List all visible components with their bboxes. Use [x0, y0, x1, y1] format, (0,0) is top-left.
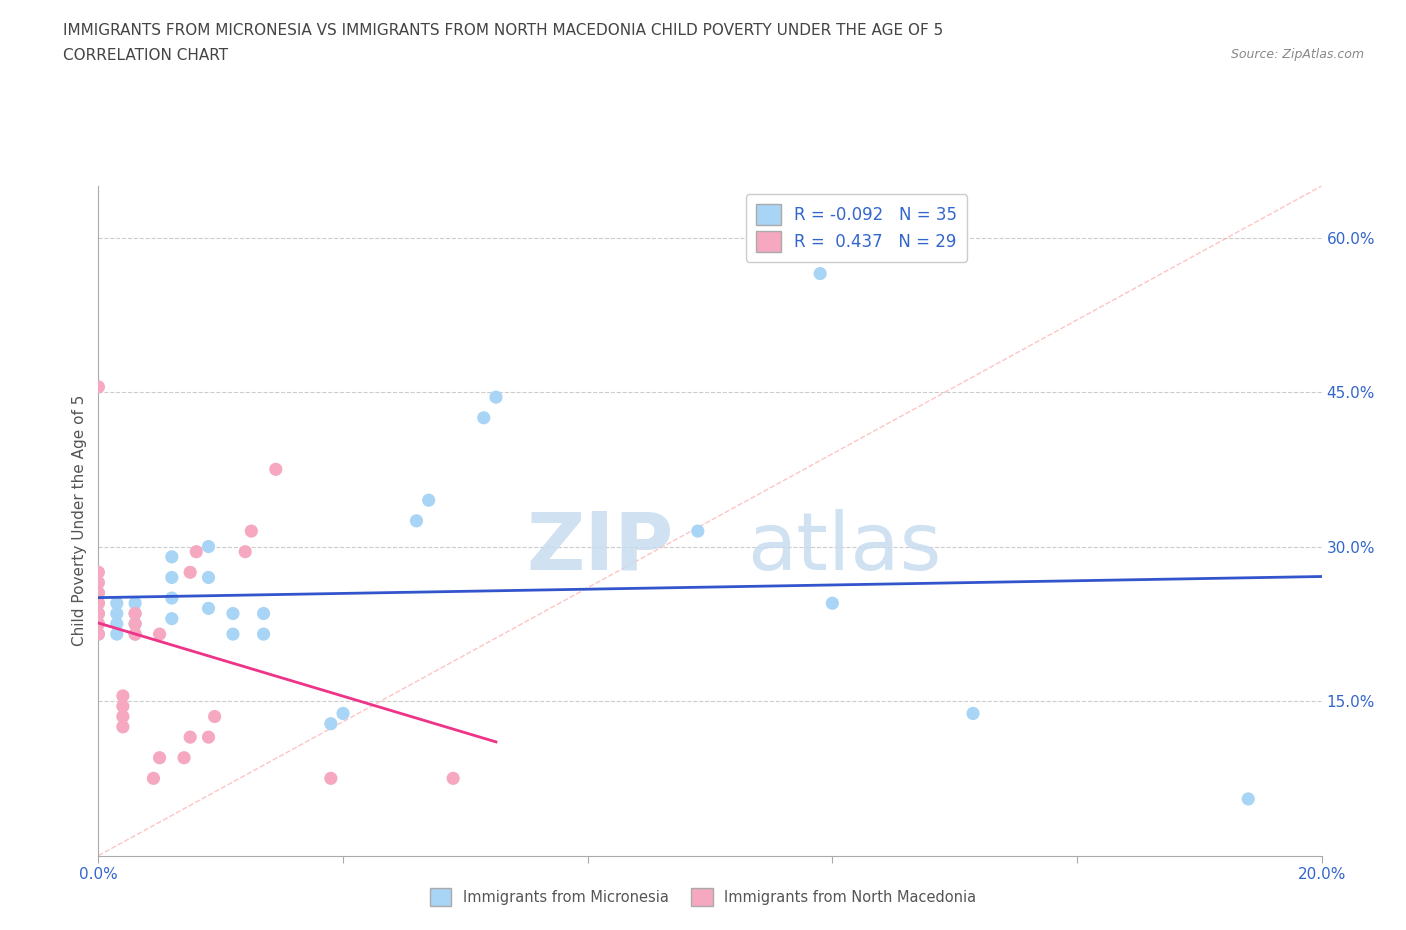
- Point: [111, 688, 134, 703]
- Point: [186, 544, 208, 559]
- Point: [87, 617, 110, 631]
- Text: ZIP: ZIP: [526, 509, 673, 587]
- Point: [124, 617, 146, 631]
- Legend: Immigrants from Micronesia, Immigrants from North Macedonia: Immigrants from Micronesia, Immigrants f…: [422, 881, 984, 913]
- Point: [111, 720, 134, 735]
- Y-axis label: Child Poverty Under the Age of 5: Child Poverty Under the Age of 5: [72, 395, 87, 646]
- Point: [222, 627, 245, 642]
- Point: [821, 596, 844, 611]
- Legend: R = -0.092   N = 35, R =  0.437   N = 29: R = -0.092 N = 35, R = 0.437 N = 29: [747, 194, 967, 261]
- Point: [111, 698, 134, 713]
- Point: [87, 627, 110, 642]
- Point: [962, 706, 984, 721]
- Point: [160, 570, 183, 585]
- Point: [160, 550, 183, 565]
- Point: [142, 771, 165, 786]
- Point: [105, 627, 128, 642]
- Point: [197, 570, 219, 585]
- Point: [332, 706, 354, 721]
- Point: [197, 730, 219, 745]
- Point: [808, 266, 831, 281]
- Point: [87, 606, 110, 621]
- Point: [124, 606, 146, 621]
- Text: atlas: atlas: [747, 509, 941, 587]
- Point: [87, 586, 110, 601]
- Point: [197, 539, 219, 554]
- Point: [87, 596, 110, 611]
- Point: [124, 627, 146, 642]
- Point: [197, 601, 219, 616]
- Point: [105, 617, 128, 631]
- Point: [124, 627, 146, 642]
- Point: [87, 617, 110, 631]
- Point: [485, 390, 508, 405]
- Point: [149, 751, 172, 765]
- Point: [418, 493, 440, 508]
- Point: [686, 524, 709, 538]
- Point: [149, 627, 172, 642]
- Point: [441, 771, 464, 786]
- Point: [87, 596, 110, 611]
- Point: [1237, 791, 1260, 806]
- Point: [319, 771, 342, 786]
- Point: [124, 596, 146, 611]
- Point: [222, 606, 245, 621]
- Point: [87, 575, 110, 590]
- Point: [179, 565, 201, 579]
- Point: [124, 606, 146, 621]
- Point: [124, 617, 146, 631]
- Point: [204, 709, 226, 724]
- Point: [87, 627, 110, 642]
- Point: [105, 606, 128, 621]
- Point: [111, 709, 134, 724]
- Point: [173, 751, 195, 765]
- Point: [405, 513, 427, 528]
- Point: [105, 596, 128, 611]
- Point: [264, 462, 287, 477]
- Point: [179, 730, 201, 745]
- Point: [233, 544, 256, 559]
- Point: [240, 524, 263, 538]
- Point: [87, 606, 110, 621]
- Text: IMMIGRANTS FROM MICRONESIA VS IMMIGRANTS FROM NORTH MACEDONIA CHILD POVERTY UNDE: IMMIGRANTS FROM MICRONESIA VS IMMIGRANTS…: [63, 23, 943, 38]
- Point: [87, 379, 110, 394]
- Point: [319, 716, 342, 731]
- Point: [87, 565, 110, 579]
- Point: [252, 606, 274, 621]
- Point: [87, 586, 110, 601]
- Text: CORRELATION CHART: CORRELATION CHART: [63, 48, 228, 63]
- Point: [160, 611, 183, 626]
- Point: [160, 591, 183, 605]
- Text: Source: ZipAtlas.com: Source: ZipAtlas.com: [1230, 48, 1364, 61]
- Point: [472, 410, 495, 425]
- Point: [252, 627, 274, 642]
